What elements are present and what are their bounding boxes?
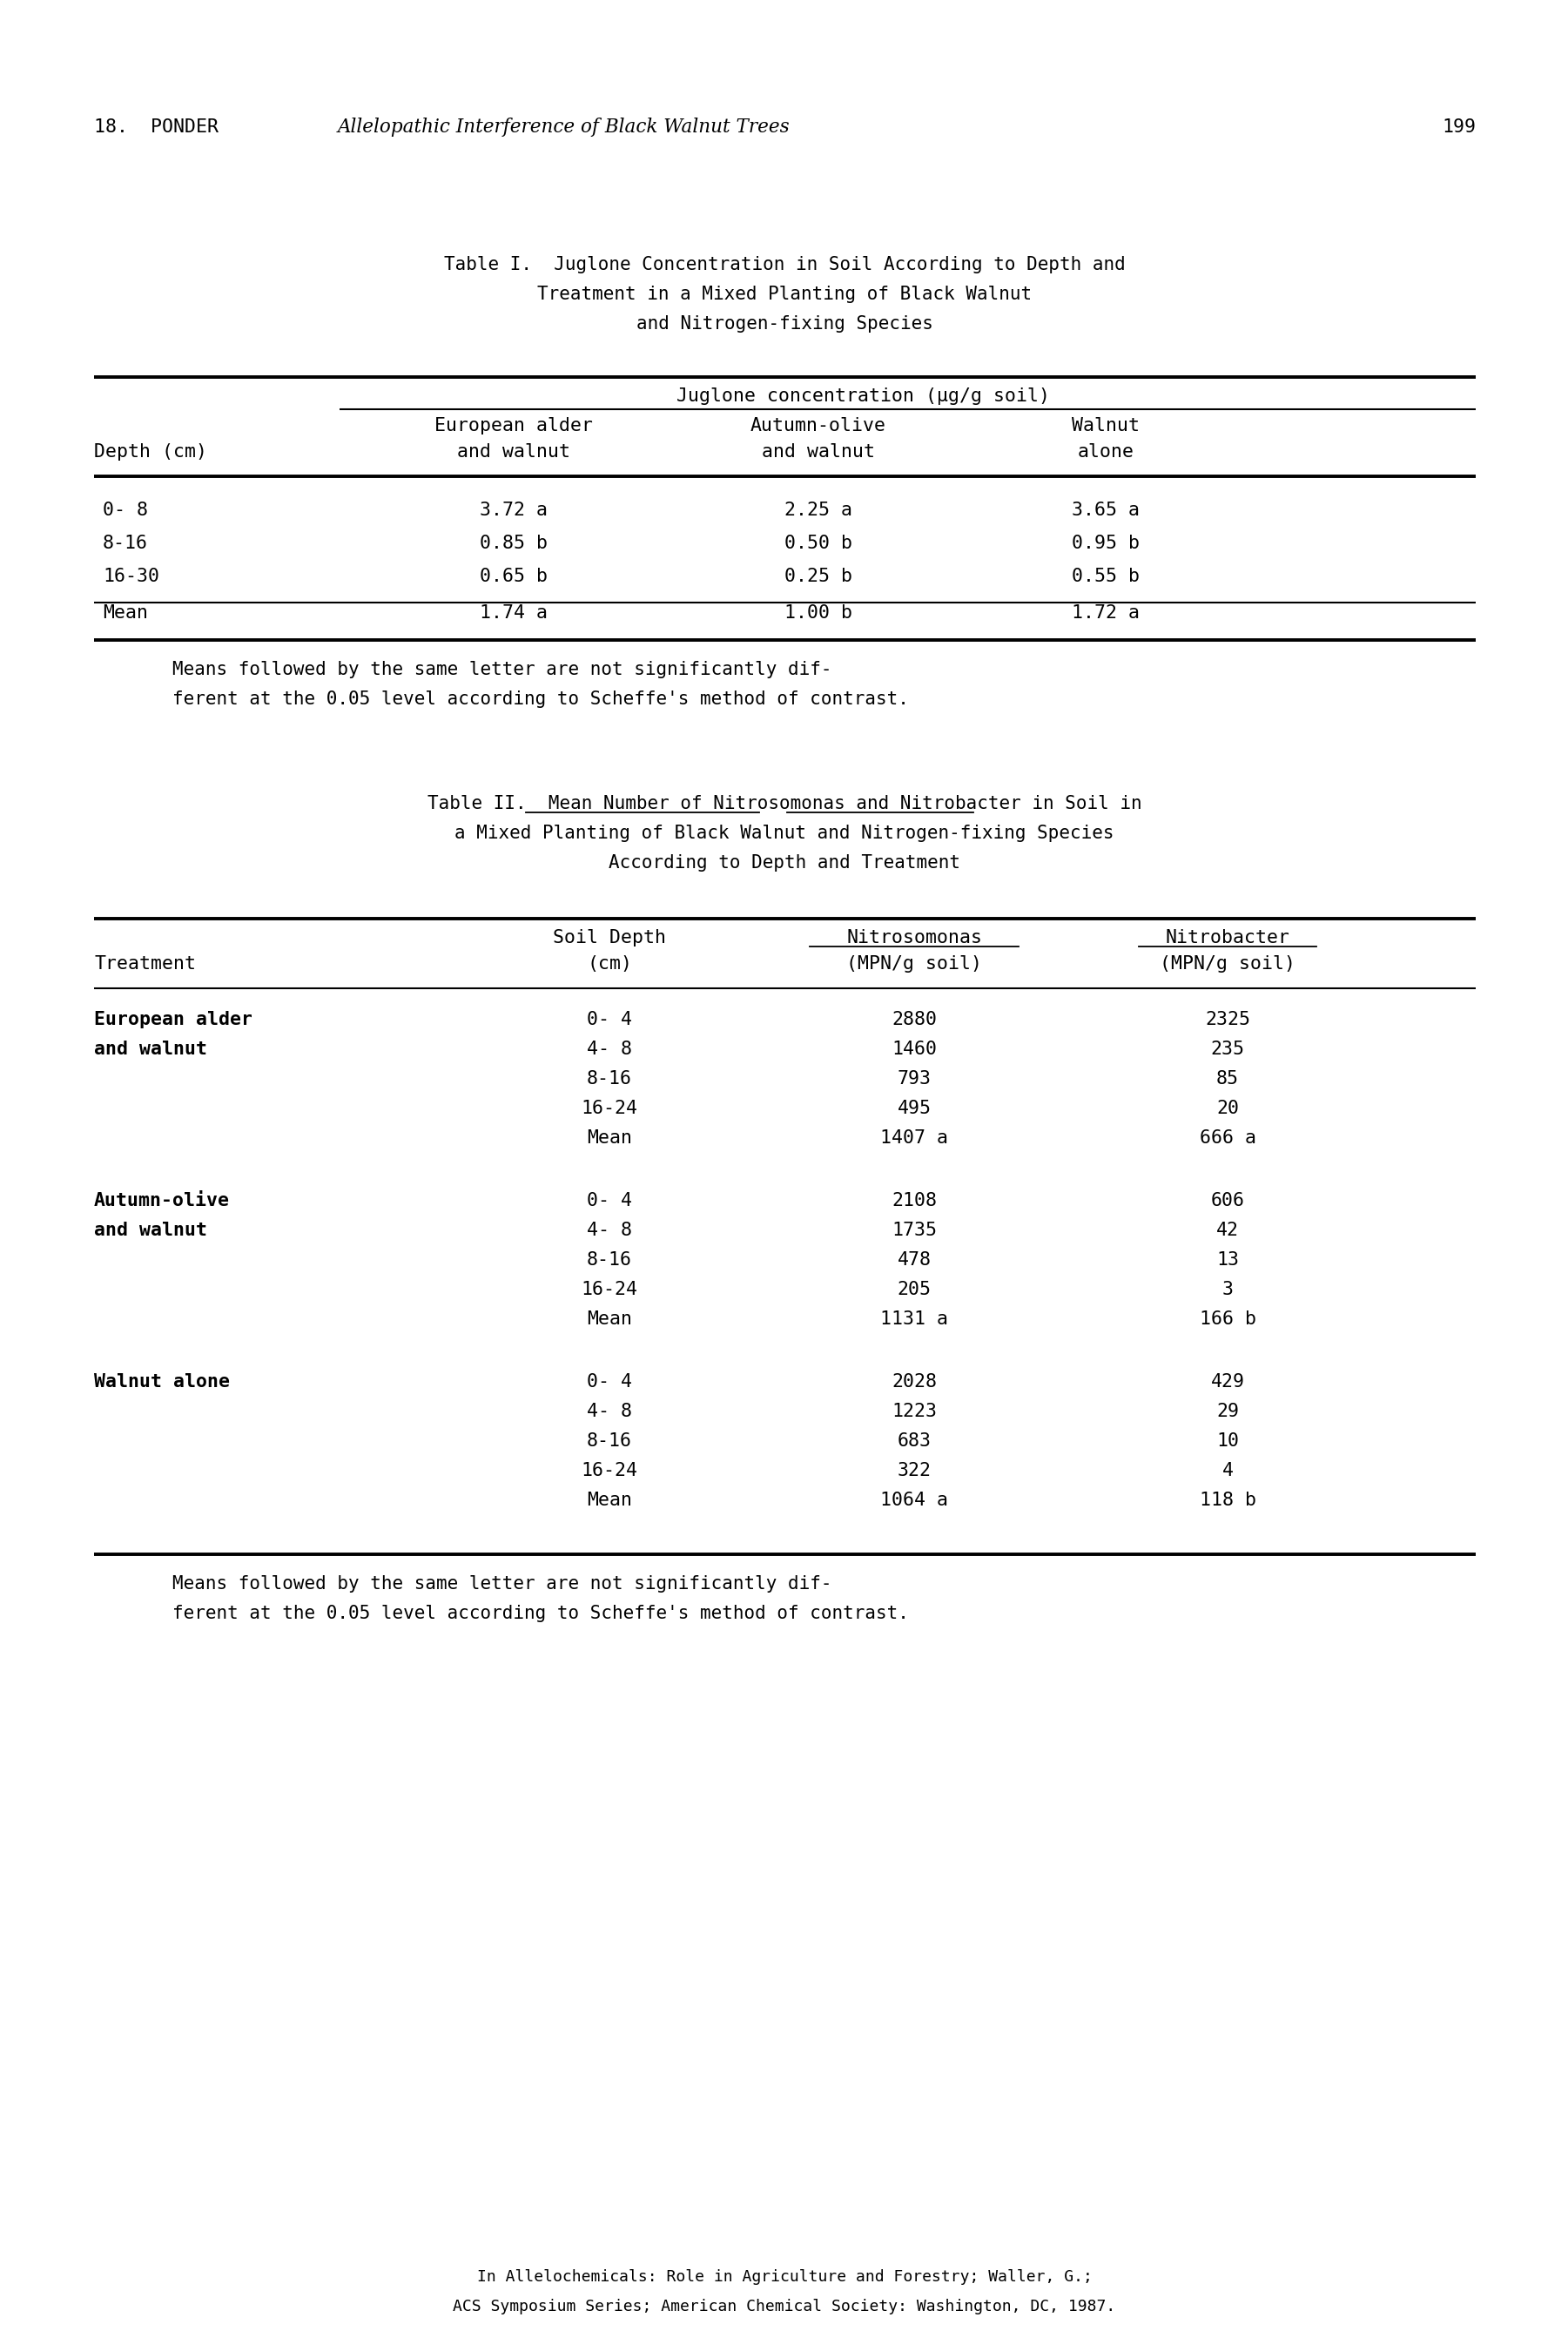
Text: 0- 4: 0- 4 bbox=[586, 1192, 632, 1208]
Text: 8-16: 8-16 bbox=[103, 534, 147, 552]
Text: and Nitrogen-fixing Species: and Nitrogen-fixing Species bbox=[637, 315, 933, 331]
Text: Table II.  Mean Number of Nitrosomonas and Nitrobacter in Soil in: Table II. Mean Number of Nitrosomonas an… bbox=[426, 795, 1142, 813]
Text: 10: 10 bbox=[1217, 1432, 1239, 1451]
Text: In Allelochemicals: Role in Agriculture and Forestry; Waller, G.;: In Allelochemicals: Role in Agriculture … bbox=[477, 2269, 1093, 2285]
Text: 0.85 b: 0.85 b bbox=[480, 534, 547, 552]
Text: Nitrobacter: Nitrobacter bbox=[1165, 929, 1290, 947]
Text: European alder: European alder bbox=[434, 416, 593, 435]
Text: Treatment in a Mixed Planting of Black Walnut: Treatment in a Mixed Planting of Black W… bbox=[538, 284, 1032, 303]
Text: 0.65 b: 0.65 b bbox=[480, 567, 547, 585]
Text: 16-24: 16-24 bbox=[582, 1462, 638, 1479]
Text: ferent at the 0.05 level according to Scheffe's method of contrast.: ferent at the 0.05 level according to Sc… bbox=[172, 691, 909, 708]
Text: 4- 8: 4- 8 bbox=[586, 1404, 632, 1420]
Text: Means followed by the same letter are not significantly dif-: Means followed by the same letter are no… bbox=[172, 1575, 833, 1592]
Text: Walnut alone: Walnut alone bbox=[94, 1373, 230, 1389]
Text: Mean: Mean bbox=[103, 604, 147, 621]
Text: 666 a: 666 a bbox=[1200, 1128, 1256, 1147]
Text: 1064 a: 1064 a bbox=[880, 1491, 949, 1509]
Text: 429: 429 bbox=[1210, 1373, 1245, 1389]
Text: 8-16: 8-16 bbox=[586, 1070, 632, 1089]
Text: Mean: Mean bbox=[586, 1310, 632, 1328]
Text: 322: 322 bbox=[897, 1462, 931, 1479]
Text: 0.55 b: 0.55 b bbox=[1073, 567, 1140, 585]
Text: 166 b: 166 b bbox=[1200, 1310, 1256, 1328]
Text: Autumn-olive: Autumn-olive bbox=[94, 1192, 230, 1208]
Text: 0- 8: 0- 8 bbox=[103, 501, 147, 520]
Text: Nitrosomonas: Nitrosomonas bbox=[847, 929, 982, 947]
Text: ferent at the 0.05 level according to Scheffe's method of contrast.: ferent at the 0.05 level according to Sc… bbox=[172, 1606, 909, 1622]
Text: 0.25 b: 0.25 b bbox=[784, 567, 853, 585]
Text: 2028: 2028 bbox=[892, 1373, 936, 1389]
Text: Table I.  Juglone Concentration in Soil According to Depth and: Table I. Juglone Concentration in Soil A… bbox=[444, 256, 1126, 273]
Text: Autumn-olive: Autumn-olive bbox=[751, 416, 886, 435]
Text: 3.72 a: 3.72 a bbox=[480, 501, 547, 520]
Text: Soil Depth: Soil Depth bbox=[554, 929, 666, 947]
Text: (MPN/g soil): (MPN/g soil) bbox=[847, 955, 982, 973]
Text: 16-24: 16-24 bbox=[582, 1100, 638, 1117]
Text: alone: alone bbox=[1077, 444, 1134, 461]
Text: 2108: 2108 bbox=[892, 1192, 936, 1208]
Text: Depth (cm): Depth (cm) bbox=[94, 444, 207, 461]
Text: 3.65 a: 3.65 a bbox=[1073, 501, 1140, 520]
Text: 1407 a: 1407 a bbox=[880, 1128, 949, 1147]
Text: 0.95 b: 0.95 b bbox=[1073, 534, 1140, 552]
Text: 2880: 2880 bbox=[892, 1011, 936, 1027]
Text: (MPN/g soil): (MPN/g soil) bbox=[1160, 955, 1295, 973]
Text: 495: 495 bbox=[897, 1100, 931, 1117]
Text: Means followed by the same letter are not significantly dif-: Means followed by the same letter are no… bbox=[172, 661, 833, 679]
Text: 8-16: 8-16 bbox=[586, 1251, 632, 1270]
Text: 118 b: 118 b bbox=[1200, 1491, 1256, 1509]
Text: Allelopathic Interference of Black Walnut Trees: Allelopathic Interference of Black Walnu… bbox=[337, 118, 790, 136]
Text: 4- 8: 4- 8 bbox=[586, 1041, 632, 1058]
Text: Mean: Mean bbox=[586, 1491, 632, 1509]
Text: 1735: 1735 bbox=[892, 1223, 936, 1239]
Text: 1131 a: 1131 a bbox=[880, 1310, 949, 1328]
Text: 42: 42 bbox=[1217, 1223, 1239, 1239]
Text: 3: 3 bbox=[1221, 1281, 1234, 1298]
Text: and walnut: and walnut bbox=[458, 444, 571, 461]
Text: 18.  PONDER: 18. PONDER bbox=[94, 118, 218, 136]
Text: 2325: 2325 bbox=[1204, 1011, 1250, 1027]
Text: 2.25 a: 2.25 a bbox=[784, 501, 853, 520]
Text: According to Depth and Treatment: According to Depth and Treatment bbox=[608, 853, 960, 872]
Text: 29: 29 bbox=[1217, 1404, 1239, 1420]
Text: 0.50 b: 0.50 b bbox=[784, 534, 853, 552]
Text: 606: 606 bbox=[1210, 1192, 1245, 1208]
Text: 1.72 a: 1.72 a bbox=[1073, 604, 1140, 621]
Text: and walnut: and walnut bbox=[94, 1041, 207, 1058]
Text: 4- 8: 4- 8 bbox=[586, 1223, 632, 1239]
Text: and walnut: and walnut bbox=[762, 444, 875, 461]
Text: Juglone concentration (µg/g soil): Juglone concentration (µg/g soil) bbox=[676, 388, 1049, 404]
Text: 16-24: 16-24 bbox=[582, 1281, 638, 1298]
Text: 4: 4 bbox=[1221, 1462, 1234, 1479]
Text: 13: 13 bbox=[1217, 1251, 1239, 1270]
Text: 1460: 1460 bbox=[892, 1041, 936, 1058]
Text: (cm): (cm) bbox=[586, 955, 632, 973]
Text: 205: 205 bbox=[897, 1281, 931, 1298]
Text: 8-16: 8-16 bbox=[586, 1432, 632, 1451]
Text: Treatment: Treatment bbox=[94, 955, 196, 973]
Text: 1.74 a: 1.74 a bbox=[480, 604, 547, 621]
Text: Mean: Mean bbox=[586, 1128, 632, 1147]
Text: 0- 4: 0- 4 bbox=[586, 1011, 632, 1027]
Text: 793: 793 bbox=[897, 1070, 931, 1089]
Text: 683: 683 bbox=[897, 1432, 931, 1451]
Text: ACS Symposium Series; American Chemical Society: Washington, DC, 1987.: ACS Symposium Series; American Chemical … bbox=[453, 2299, 1116, 2313]
Text: 1223: 1223 bbox=[892, 1404, 936, 1420]
Text: 199: 199 bbox=[1441, 118, 1475, 136]
Text: 0- 4: 0- 4 bbox=[586, 1373, 632, 1389]
Text: 16-30: 16-30 bbox=[103, 567, 160, 585]
Text: 1.00 b: 1.00 b bbox=[784, 604, 853, 621]
Text: Walnut: Walnut bbox=[1073, 416, 1140, 435]
Text: a Mixed Planting of Black Walnut and Nitrogen-fixing Species: a Mixed Planting of Black Walnut and Nit… bbox=[455, 825, 1115, 842]
Text: 20: 20 bbox=[1217, 1100, 1239, 1117]
Text: 85: 85 bbox=[1217, 1070, 1239, 1089]
Text: and walnut: and walnut bbox=[94, 1223, 207, 1239]
Text: European alder: European alder bbox=[94, 1011, 252, 1027]
Text: 478: 478 bbox=[897, 1251, 931, 1270]
Text: 235: 235 bbox=[1210, 1041, 1245, 1058]
